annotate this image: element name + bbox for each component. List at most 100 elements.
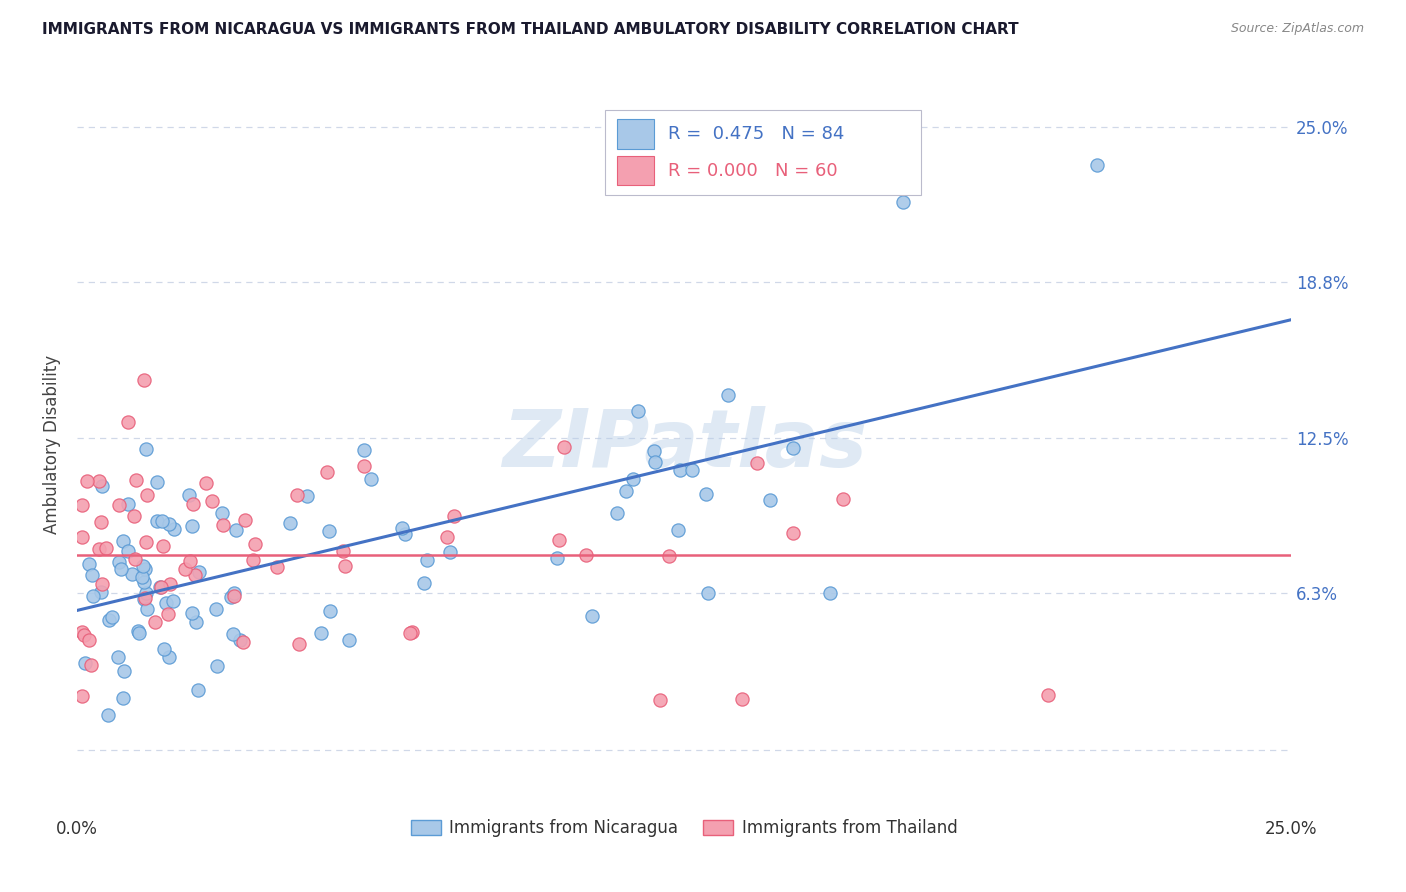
- Point: [124, 552, 146, 566]
- Text: Source: ZipAtlas.com: Source: ZipAtlas.com: [1230, 22, 1364, 36]
- Point: [179, 554, 201, 568]
- Point: [90, 577, 112, 591]
- Point: [152, 539, 174, 553]
- Point: [658, 549, 681, 563]
- Point: [70, 499, 93, 513]
- Point: [278, 516, 301, 530]
- Point: [87, 541, 110, 556]
- Legend: Immigrants from Nicaragua, Immigrants from Thailand: Immigrants from Nicaragua, Immigrants fr…: [405, 813, 965, 844]
- Point: [108, 555, 131, 569]
- Point: [232, 635, 254, 649]
- Point: [149, 580, 172, 594]
- Point: [97, 613, 120, 627]
- Point: [134, 575, 156, 590]
- Text: IMMIGRANTS FROM NICARAGUA VS IMMIGRANTS FROM THAILAND AMBULATORY DISABILITY CORR: IMMIGRANTS FROM NICARAGUA VS IMMIGRANTS …: [42, 22, 1019, 37]
- Point: [89, 475, 111, 489]
- Point: [73, 657, 96, 671]
- Point: [111, 691, 134, 706]
- Point: [134, 591, 156, 605]
- Point: [818, 586, 841, 600]
- Point: [288, 637, 311, 651]
- Point: [731, 692, 754, 706]
- Point: [443, 509, 465, 524]
- Point: [80, 567, 103, 582]
- Point: [229, 632, 252, 647]
- Point: [316, 465, 339, 479]
- Point: [70, 530, 93, 544]
- Point: [73, 628, 96, 642]
- Point: [122, 508, 145, 523]
- FancyBboxPatch shape: [606, 111, 921, 195]
- Point: [669, 463, 692, 477]
- Point: [128, 626, 150, 640]
- Point: [134, 562, 156, 576]
- Text: R =  0.475   N = 84: R = 0.475 N = 84: [668, 125, 845, 143]
- Point: [221, 591, 243, 605]
- Point: [110, 562, 132, 576]
- Text: R = 0.000   N = 60: R = 0.000 N = 60: [668, 161, 838, 179]
- Point: [225, 523, 247, 537]
- Point: [70, 624, 93, 639]
- Point: [107, 498, 129, 512]
- Point: [101, 609, 124, 624]
- Point: [72, 689, 94, 703]
- Point: [360, 472, 382, 486]
- Point: [311, 625, 333, 640]
- Point: [581, 608, 603, 623]
- Point: [174, 562, 197, 576]
- Point: [181, 497, 204, 511]
- Point: [180, 519, 202, 533]
- Point: [575, 548, 598, 562]
- Point: [436, 531, 458, 545]
- Point: [82, 589, 104, 603]
- Point: [143, 615, 166, 630]
- Point: [233, 513, 256, 527]
- Point: [162, 594, 184, 608]
- Point: [222, 627, 245, 641]
- Point: [90, 479, 112, 493]
- Point: [614, 484, 637, 499]
- Point: [681, 463, 703, 477]
- Point: [132, 592, 155, 607]
- Point: [157, 607, 180, 621]
- Point: [135, 442, 157, 457]
- Point: [212, 518, 235, 533]
- Point: [745, 456, 768, 470]
- Point: [353, 443, 375, 458]
- Point: [353, 458, 375, 473]
- Point: [150, 514, 173, 528]
- Point: [97, 708, 120, 723]
- Point: [188, 565, 211, 579]
- Point: [90, 515, 112, 529]
- Point: [181, 606, 204, 620]
- Point: [222, 589, 245, 603]
- Point: [145, 514, 167, 528]
- Point: [112, 533, 135, 548]
- Point: [337, 633, 360, 648]
- Point: [416, 553, 439, 567]
- Point: [333, 558, 356, 573]
- Point: [211, 507, 233, 521]
- Point: [245, 536, 267, 550]
- Point: [399, 626, 422, 640]
- Point: [77, 632, 100, 647]
- Point: [135, 586, 157, 600]
- Point: [401, 624, 423, 639]
- Point: [332, 544, 354, 558]
- Point: [136, 602, 159, 616]
- Point: [127, 624, 149, 639]
- Point: [207, 659, 229, 673]
- Point: [553, 440, 575, 454]
- Y-axis label: Ambulatory Disability: Ambulatory Disability: [44, 355, 60, 534]
- Point: [149, 580, 172, 594]
- Point: [159, 576, 181, 591]
- Point: [1038, 688, 1060, 702]
- Point: [121, 566, 143, 581]
- Point: [80, 657, 103, 672]
- Point: [644, 455, 666, 469]
- Point: [205, 602, 228, 616]
- Point: [163, 522, 186, 536]
- Point: [89, 584, 111, 599]
- Point: [94, 541, 117, 556]
- Point: [107, 650, 129, 665]
